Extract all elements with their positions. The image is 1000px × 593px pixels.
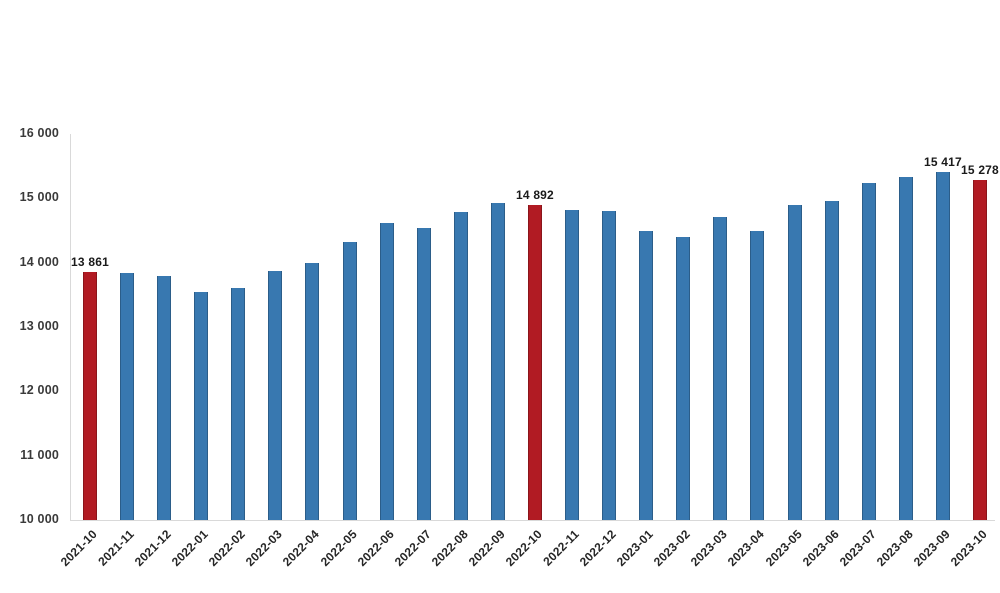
bar-2022-07	[416, 228, 431, 520]
y-axis-tick-label: 13 000	[19, 319, 59, 333]
y-axis-tick-label: 11 000	[20, 447, 59, 462]
bar-2022-09	[490, 202, 505, 520]
bar-2022-12	[602, 210, 617, 520]
bar-value-label-2023-10: 15 278	[961, 163, 999, 178]
bar-2022-03	[268, 271, 283, 520]
bar-2023-07	[861, 183, 876, 520]
bar-2023-08	[898, 176, 913, 520]
bar-value-label-2021-10: 13 861	[71, 254, 109, 269]
bar-2023-04	[750, 231, 765, 520]
y-axis-tick-label: 16 000	[19, 126, 59, 140]
x-axis-line	[70, 520, 995, 521]
bar-2021-12	[157, 275, 172, 520]
highlighted-bar-2022-10	[527, 205, 542, 520]
y-axis-line	[70, 134, 71, 521]
bar-2023-09	[935, 171, 950, 520]
bar-2022-11	[565, 209, 580, 520]
highlighted-bar-2023-10	[972, 180, 987, 520]
bar-value-label-2023-09: 15 417	[923, 154, 962, 169]
bar-2022-04	[305, 262, 320, 520]
bar-2022-06	[379, 223, 394, 520]
bar-2023-02	[676, 236, 691, 520]
bar-2023-05	[787, 204, 802, 520]
bar-2023-03	[713, 217, 728, 520]
bar-2022-01	[194, 291, 209, 520]
highlighted-bar-2021-10	[83, 271, 97, 520]
bar-2023-06	[824, 201, 839, 520]
bar-2021-11	[120, 272, 135, 520]
y-axis-tick-label: 15 000	[19, 190, 59, 205]
y-axis-tick-label: 14 000	[19, 254, 59, 269]
y-axis-tick-label: 12 000	[19, 383, 59, 398]
bar-2022-05	[342, 242, 357, 520]
bar-2022-08	[453, 212, 468, 520]
y-axis-tick-label: 10 000	[19, 512, 59, 526]
bar-value-label-2022-10: 14 892	[516, 188, 554, 203]
bar-2022-02	[231, 287, 246, 520]
bar-2023-01	[639, 230, 654, 520]
